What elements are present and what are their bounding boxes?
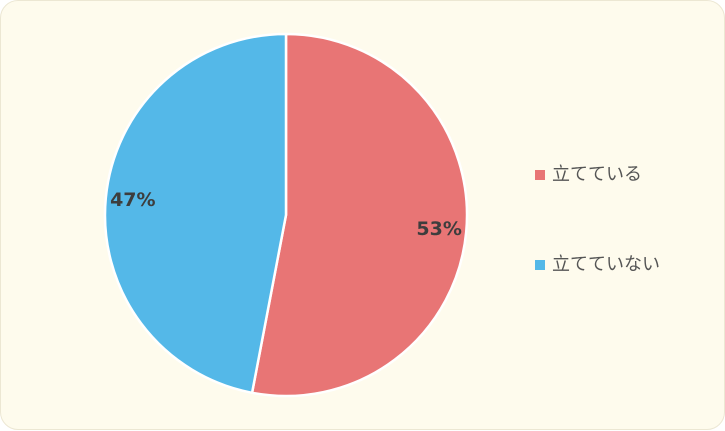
legend-swatch-2 (535, 260, 545, 270)
pie-value-label-1: 53% (416, 218, 461, 240)
legend-swatch-1 (535, 170, 545, 180)
legend-label-1: 立てている (552, 164, 642, 185)
pie-slice-2 (103, 32, 288, 395)
pie-value-label-2: 47% (110, 189, 155, 211)
legend-label-2: 立てていない (552, 254, 660, 275)
pie-slice-1 (250, 32, 469, 398)
pie-slices (103, 32, 469, 398)
pie-value-labels: 53% 47% (110, 189, 462, 240)
